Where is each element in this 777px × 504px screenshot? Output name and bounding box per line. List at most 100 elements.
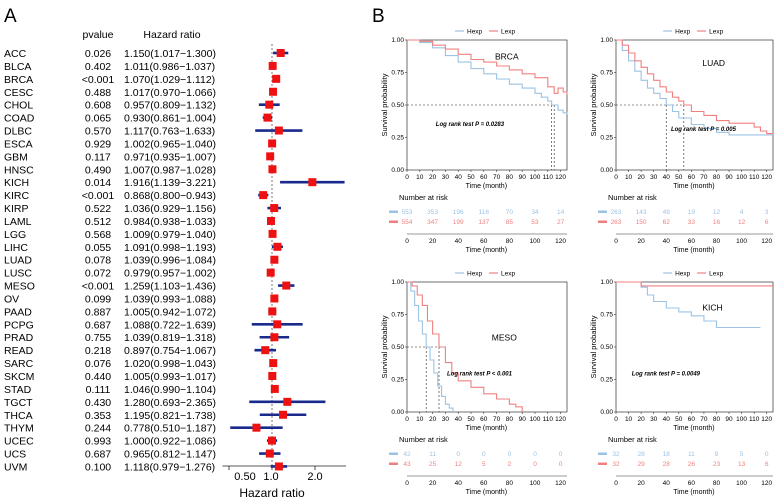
forest-cancer-label: COAD [4,113,35,125]
km-risk-xtick-label: 0 [614,238,618,245]
km-xtick-label: 0 [405,174,409,181]
forest-hr-box [268,436,276,445]
km-panel-title: LUAD [702,58,725,68]
km-risk-xtick-label: 20 [429,480,437,487]
km-risk-xtick-label: 80 [713,480,721,487]
km-xtick-label: 100 [736,174,747,181]
forest-cancer-label: BLCA [4,61,31,73]
km-curve-lexp [407,39,568,95]
km-risk-count: 2 [508,461,512,468]
km-logrank-annotation: Log rank test P = 0.0049 [632,372,701,378]
forest-cancer-label: LGG [4,229,26,241]
forest-cancer-label: CHOL [4,100,33,112]
km-xtick-label: 0 [405,416,409,423]
forest-hr-box [252,423,261,432]
km-risk-xtick-label: 120 [761,238,772,245]
km-risk-count: 11 [688,451,695,458]
km-risk-xlabel: Time (month) [673,247,714,254]
km-xtick-label: 100 [530,416,541,423]
km-risk-xtick-label: 40 [663,480,671,487]
km-curve-hexp [407,281,454,412]
km-risk-count: 0 [559,451,563,458]
km-curve-lexp [616,39,773,135]
km-risk-xtick-label: 40 [663,238,671,245]
km-risk-xtick-label: 60 [688,238,696,245]
forest-hr-text: 1.091(0.998−1.193) [124,242,216,254]
km-risk-count: 42 [403,451,411,458]
forest-cancer-label: LAML [4,216,32,228]
forest-pvalue: 0.512 [85,216,111,228]
forest-hr-box [266,268,275,277]
km-risk-count: 143 [636,209,647,216]
legend-hexp-label: Hexp [467,271,483,278]
km-panel-title: KICH [702,303,722,313]
km-risk-title: Number at risk [608,193,657,202]
km-xtick-label: 60 [480,416,488,423]
km-risk-xtick-label: 40 [455,480,463,487]
km-risk-count: 29 [638,461,646,468]
forest-hr-box [273,242,282,251]
km-risk-count: 28 [638,451,646,458]
forest-hr-text: 1.088(0.722−1.639) [124,319,216,331]
forest-hr-box [273,320,282,329]
forest-hr-text: 1.118(0.979−1.276) [124,461,215,473]
forest-cancer-label: UCEC [4,436,34,448]
forest-pvalue: 0.430 [85,397,111,409]
km-risk-count: 0 [456,451,460,458]
km-risk-count: 6 [765,219,769,226]
km-xtick-label: 80 [713,174,721,181]
forest-hr-box [308,178,317,187]
km-risk-count: 70 [506,209,514,216]
forest-pvalue: 0.687 [85,319,111,331]
km-risk-count: 26 [688,461,696,468]
forest-cancer-label: PAAD [4,306,32,318]
km-risk-title: Number at risk [399,435,448,444]
km-ytick-label: 0.75 [600,70,613,77]
km-ytick-label: 1.00 [600,37,613,44]
km-xtick-label: 70 [700,174,708,181]
km-ytick-label: 0.25 [600,377,613,384]
forest-pvalue: 0.608 [85,100,111,112]
km-risk-count: 263 [611,209,622,216]
km-xtick-label: 20 [429,174,437,181]
km-risk-xtick-label: 80 [506,480,514,487]
forest-cancer-label: ACC [4,48,27,60]
km-risk-count: 196 [453,209,464,216]
forest-hr-box [270,294,279,303]
km-risk-swatch-lexp [389,220,398,223]
km-xtick-label: 110 [543,416,554,423]
km-risk-count: 347 [427,219,438,226]
km-risk-xtick-label: 20 [429,238,437,245]
forest-hr-text: 0.957(0.809−1.132) [124,100,216,112]
km-risk-xtick-label: 0 [405,238,409,245]
forest-cancer-label: PRAD [4,332,34,344]
forest-hr-text: 0.965(0.812−1.147) [124,449,216,461]
forest-hr-text: 1.916(1.139−3.221) [124,177,216,189]
km-risk-count: 19 [688,209,696,216]
legend-hexp-label: Hexp [675,271,691,278]
km-logrank-annotation: Log rank test P = 0.0283 [436,122,505,128]
forest-hr-text: 1.046(0.990−1.104) [124,384,216,396]
forest-hr-box [259,191,268,200]
km-xtick-label: 10 [416,174,424,181]
legend-lexp-label: Lexp [501,271,515,278]
km-xtick-label: 40 [663,174,671,181]
km-risk-count: 49 [663,209,671,216]
km-ytick-label: 0.75 [391,70,404,77]
forest-pvalue: <0.001 [82,190,115,202]
km-xtick-label: 40 [455,174,463,181]
km-xtick-label: 60 [688,174,696,181]
km-risk-count: 85 [506,219,514,226]
km-xtick-label: 110 [543,174,554,181]
panel-label-a: A [4,6,17,27]
forest-cancer-label: KICH [4,177,29,189]
km-xtick-label: 80 [506,416,514,423]
forest-hr-text: 1.195(0.821−1.738) [124,410,216,422]
forest-cancer-label: THCA [4,410,33,422]
km-xtick-label: 60 [688,416,696,423]
km-risk-xtick-label: 100 [530,480,541,487]
km-xtick-label: 30 [442,174,450,181]
forest-hr-text: 1.117(0.763−1.633) [124,126,215,138]
forest-hr-text: 1.005(0.942−1.072) [124,306,216,318]
km-risk-xtick-label: 100 [530,238,541,245]
